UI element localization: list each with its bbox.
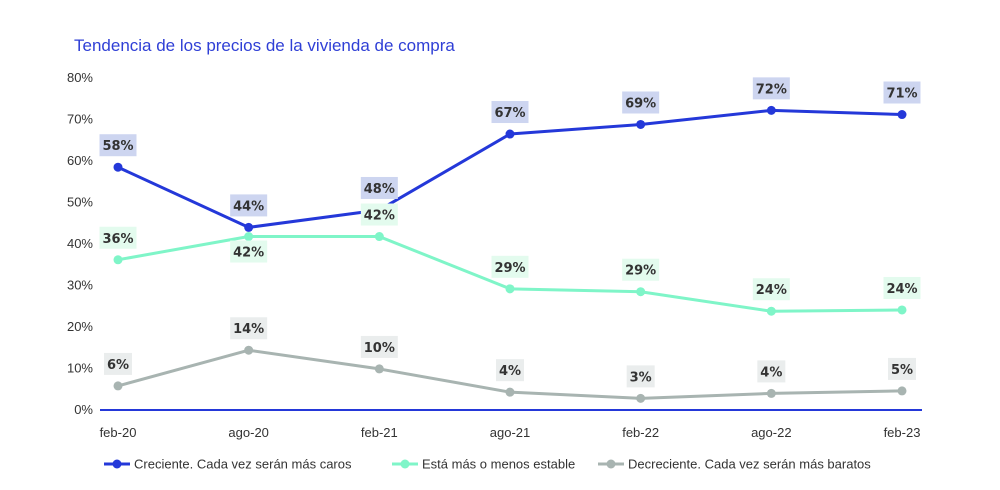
- series-group: 36% 42% 42% 29% 29% 24% 24%: [99, 203, 921, 316]
- data-label: 4%: [760, 365, 782, 380]
- data-label-background: [230, 194, 268, 217]
- data-label: 5%: [891, 363, 913, 378]
- data-point: [113, 162, 123, 172]
- data-point: [244, 222, 254, 232]
- legend: Creciente. Cada vez serán más caros Está …: [104, 457, 871, 472]
- x-tick-label: feb-20: [100, 425, 137, 440]
- data-point: [766, 388, 776, 398]
- data-point: [505, 284, 515, 294]
- y-tick-label: 10%: [67, 361, 93, 376]
- data-label-background: [360, 335, 398, 358]
- data-label: 72%: [756, 82, 787, 97]
- data-label: 4%: [499, 364, 521, 379]
- data-label-background: [883, 81, 921, 104]
- y-axis: 0% 10% 20% 30% 40% 50% 60% 70% 80%: [67, 70, 93, 417]
- data-label-background: [230, 240, 268, 263]
- data-label-background: [752, 77, 790, 100]
- data-label-background: [104, 352, 132, 375]
- legend-item: Está más o menos estable: [392, 457, 575, 472]
- data-point: [897, 305, 907, 315]
- data-label: 3%: [630, 370, 652, 385]
- y-tick-label: 60%: [67, 153, 93, 168]
- data-label: 6%: [107, 358, 129, 373]
- data-point: [244, 232, 254, 242]
- data-label-background: [622, 91, 660, 114]
- data-point: [897, 110, 907, 120]
- data-label: 24%: [756, 283, 787, 298]
- data-label: 67%: [494, 106, 525, 121]
- y-tick-label: 0%: [74, 402, 93, 417]
- data-label-background: [888, 357, 916, 380]
- data-point: [244, 345, 254, 355]
- y-tick-label: 20%: [67, 319, 93, 334]
- y-tick-label: 30%: [67, 278, 93, 293]
- data-point: [636, 287, 646, 297]
- data-label: 42%: [233, 246, 264, 261]
- data-label: 42%: [364, 209, 395, 224]
- data-label-background: [99, 134, 137, 157]
- data-label-background: [757, 360, 786, 383]
- series-group: 58% 44% 48% 67% 69% 72% 71%: [99, 77, 921, 232]
- y-tick-label: 70%: [67, 112, 93, 127]
- data-point: [897, 386, 907, 396]
- data-label: 24%: [886, 282, 917, 297]
- x-tick-label: ago-22: [751, 425, 791, 440]
- data-label: 10%: [364, 341, 395, 356]
- data-label-background: [496, 359, 524, 382]
- data-label-background: [360, 203, 398, 226]
- legend-label: Está más o menos estable: [422, 457, 575, 472]
- data-label-background: [883, 276, 921, 299]
- series-layer: 58% 44% 48% 67% 69% 72% 71% 36% 42% 42% 29% 29% 24% 2…: [99, 77, 921, 403]
- legend-label: Decreciente. Cada vez serán más baratos: [628, 457, 871, 472]
- data-label-background: [622, 258, 660, 281]
- data-label-background: [626, 365, 655, 388]
- data-point: [374, 232, 384, 242]
- legend-label: Creciente. Cada vez serán más caros: [134, 457, 352, 472]
- data-point: [505, 387, 515, 397]
- data-label: 48%: [364, 182, 395, 197]
- y-tick-label: 40%: [67, 236, 93, 251]
- data-label-background: [360, 176, 398, 199]
- x-tick-label: feb-21: [361, 425, 398, 440]
- x-tick-label: feb-22: [622, 425, 659, 440]
- data-label-background: [491, 255, 529, 278]
- data-label: 29%: [625, 264, 656, 279]
- data-label: 44%: [233, 199, 264, 214]
- legend-marker: [606, 459, 616, 469]
- legend-item: Decreciente. Cada vez serán más baratos: [598, 457, 871, 472]
- data-label: 29%: [494, 261, 525, 276]
- data-label-background: [230, 317, 268, 340]
- data-point: [113, 255, 123, 265]
- data-label: 69%: [625, 96, 656, 111]
- data-point: [505, 129, 515, 139]
- data-label: 58%: [102, 139, 133, 154]
- x-tick-label: ago-21: [490, 425, 530, 440]
- x-axis: feb-20 ago-20 feb-21 ago-21 feb-22 ago-22 feb-…: [100, 409, 922, 440]
- y-tick-label: 50%: [67, 195, 93, 210]
- y-tick-label: 80%: [67, 70, 93, 85]
- data-label: 36%: [102, 232, 133, 247]
- data-label-background: [752, 278, 790, 301]
- data-point: [636, 119, 646, 129]
- legend-item: Creciente. Cada vez serán más caros: [104, 457, 352, 472]
- data-point: [113, 381, 123, 391]
- data-point: [766, 105, 776, 115]
- data-point: [636, 393, 646, 403]
- data-label: 14%: [233, 322, 264, 337]
- x-tick-label: feb-23: [884, 425, 921, 440]
- series-group: 6% 14% 10% 4% 3% 4% 5%: [104, 317, 916, 403]
- data-point: [374, 364, 384, 374]
- data-label-background: [99, 226, 137, 249]
- data-point: [766, 306, 776, 316]
- data-label: 71%: [886, 87, 917, 102]
- x-tick-label: ago-20: [228, 425, 268, 440]
- legend-marker: [400, 459, 410, 469]
- data-label-background: [491, 101, 529, 124]
- legend-marker: [112, 459, 122, 469]
- chart-title: Tendencia de los precios de la vivienda …: [74, 36, 455, 55]
